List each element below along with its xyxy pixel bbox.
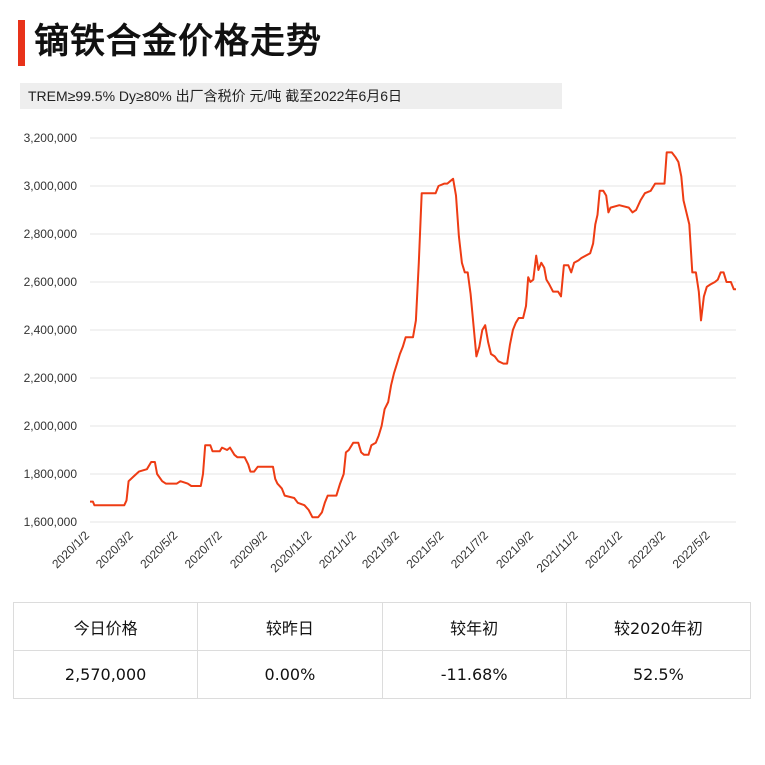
stats-table: 今日价格 较昨日 较年初 较2020年初 2,570,000 0.00% -11…: [12, 602, 752, 699]
y-axis-ticks: 1,600,000 1,800,000 2,000,000 2,200,000 2,40…: [24, 131, 78, 529]
x-tick-label: 2022/1/2: [582, 528, 625, 571]
stat-header-vs-2020-start: 较2020年初: [565, 602, 752, 651]
y-tick-label: 1,800,000: [24, 467, 78, 481]
x-tick-label: 2021/1/2: [316, 528, 359, 571]
grid-lines: [90, 137, 736, 523]
title-accent-bar: [18, 20, 25, 66]
y-tick-label: 2,400,000: [24, 323, 78, 337]
stats-header-row: 今日价格 较昨日 较年初 较2020年初: [12, 602, 752, 651]
x-tick-label: 2020/3/2: [93, 528, 136, 571]
price-line-chart: 1,600,000 1,800,000 2,000,000 2,200,000 2,40…: [24, 131, 736, 575]
y-tick-label: 2,600,000: [24, 275, 78, 289]
x-tick-label: 2021/9/2: [493, 528, 536, 571]
stats-value-row: 2,570,000 0.00% -11.68% 52.5%: [12, 650, 752, 699]
x-tick-label: 2020/5/2: [137, 528, 180, 571]
x-tick-label: 2021/7/2: [448, 528, 491, 571]
stat-value-vs-yesterday: 0.00%: [197, 650, 383, 699]
x-tick-label: 2020/7/2: [182, 528, 225, 571]
y-tick-label: 1,600,000: [24, 515, 78, 529]
y-tick-label: 3,200,000: [24, 131, 78, 145]
x-axis-ticks: 2020/1/2 2020/3/2 2020/5/2 2020/7/2 2020/9/2…: [49, 528, 713, 575]
chart-subtitle: TREM≥99.5% Dy≥80% 出厂含税价 元/吨 截至2022年6月6日: [20, 83, 562, 109]
x-tick-label: 2021/11/2: [534, 528, 581, 575]
y-tick-label: 3,000,000: [24, 179, 78, 193]
stat-header-vs-yesterday: 较昨日: [197, 602, 383, 651]
x-tick-label: 2022/3/2: [625, 528, 668, 571]
page-title: 镝铁合金价格走势: [34, 22, 323, 62]
stat-value-vs-2020-start: 52.5%: [565, 650, 752, 699]
x-tick-label: 2020/1/2: [49, 528, 92, 571]
y-tick-label: 2,200,000: [24, 371, 78, 385]
stat-value-today-price: 2,570,000: [12, 650, 199, 699]
x-tick-label: 2020/11/2: [267, 528, 314, 575]
y-tick-label: 2,000,000: [24, 419, 78, 433]
x-tick-label: 2020/9/2: [227, 528, 270, 571]
price-series-line: [90, 151, 736, 519]
stat-header-today-price: 今日价格: [12, 602, 199, 651]
x-tick-label: 2022/5/2: [670, 528, 713, 571]
x-tick-label: 2021/3/2: [359, 528, 402, 571]
x-tick-label: 2021/5/2: [404, 528, 447, 571]
y-tick-label: 2,800,000: [24, 227, 78, 241]
stat-value-vs-year-start: -11.68%: [381, 650, 567, 699]
stat-header-vs-year-start: 较年初: [381, 602, 567, 651]
